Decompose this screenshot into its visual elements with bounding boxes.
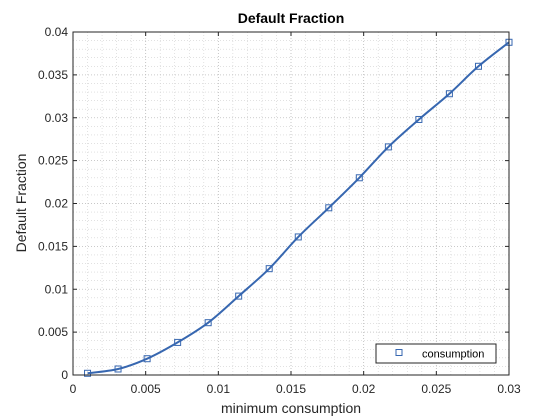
data-point-marker [174,338,182,346]
data-point-marker [355,174,363,182]
y-tick-label: 0.005 [38,325,68,339]
y-tick-label: 0.015 [38,239,68,253]
data-point-marker [325,204,333,212]
ticks: 0 0.005 0.01 0.015 0.02 0.025 0.03 0 0.005 0.01 0.… [38,25,521,396]
x-tick-label: 0.005 [131,382,161,396]
data-point-marker [84,369,92,377]
y-tick-label: 0.04 [45,25,69,39]
x-tick-label: 0.025 [421,382,451,396]
data-point-marker [235,292,243,300]
data-point-marker [415,115,423,123]
chart-title: Default Fraction [238,10,345,26]
grid [72,31,510,376]
y-tick-label: 0.01 [45,282,69,296]
y-tick-label: 0.02 [45,197,69,211]
data-point-marker [474,62,482,70]
y-tick-label: 0.035 [38,68,68,82]
data-point-marker [294,233,302,241]
data-point-marker [143,355,151,363]
legend: consumption [375,343,497,364]
data-point-marker [265,265,273,273]
y-axis-label: Default Fraction [13,154,29,253]
data-point-marker [384,143,392,151]
y-tick-label: 0.03 [45,111,69,125]
x-tick-label: 0.02 [352,382,376,396]
x-tick-label: 0.015 [276,382,306,396]
x-tick-label: 0.01 [207,382,231,396]
data-point-marker [204,319,212,327]
legend-marker-square [395,349,403,356]
data-point-marker [445,90,453,98]
x-tick-label: 0 [70,382,77,396]
legend-box [375,343,497,364]
x-tick-label: 0.03 [497,382,521,396]
data-point-marker [114,365,122,373]
legend-entry-consumption: consumption [422,349,484,361]
x-axis-label: minimum consumption [221,400,361,416]
y-tick-label: 0 [61,368,68,382]
series-line-consumption [87,41,510,375]
y-tick-label: 0.025 [38,154,68,168]
